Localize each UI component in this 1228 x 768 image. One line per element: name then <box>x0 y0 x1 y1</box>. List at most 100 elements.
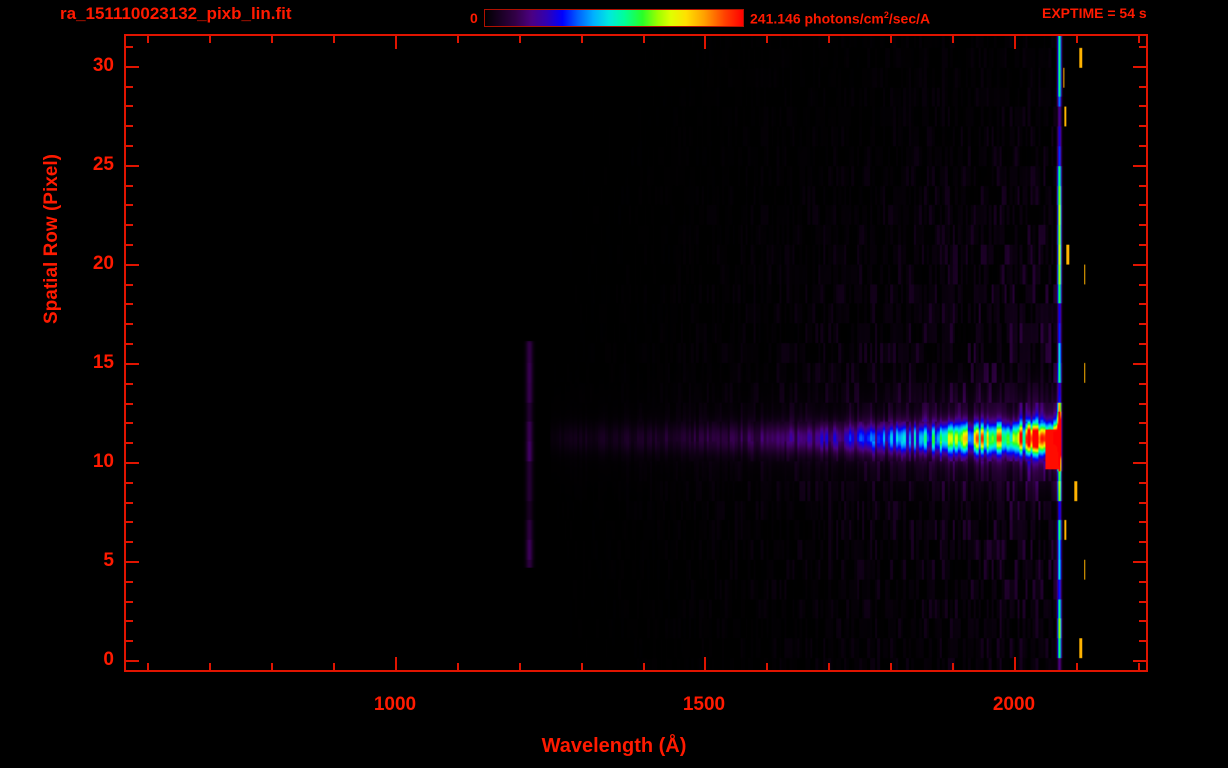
y-tick-minor-right <box>1139 46 1148 48</box>
x-tick-minor <box>952 663 954 672</box>
y-tick-label: 20 <box>92 253 114 274</box>
colorbar-units-suffix: /sec/A <box>888 10 931 27</box>
y-tick-minor <box>124 541 133 543</box>
y-tick-label: 30 <box>92 55 114 76</box>
y-tick-minor-right <box>1139 541 1148 543</box>
y-tick-minor-right <box>1139 383 1148 385</box>
y-tick-minor <box>124 640 133 642</box>
x-tick-major <box>395 657 397 672</box>
y-tick-major <box>124 165 139 167</box>
colorbar-gradient <box>484 9 744 27</box>
y-tick-minor <box>124 323 133 325</box>
y-tick-minor-right <box>1139 482 1148 484</box>
y-tick-minor <box>124 46 133 48</box>
y-tick-minor-right <box>1139 204 1148 206</box>
x-tick-minor <box>581 663 583 672</box>
y-tick-minor <box>124 502 133 504</box>
y-tick-minor-right <box>1139 422 1148 424</box>
x-tick-minor-top <box>1138 34 1140 43</box>
x-tick-minor-top <box>519 34 521 43</box>
x-tick-minor-top <box>643 34 645 43</box>
y-tick-major-right <box>1133 462 1148 464</box>
colorbar-min-label: 0 <box>470 10 478 26</box>
y-tick-minor-right <box>1139 521 1148 523</box>
y-tick-minor-right <box>1139 442 1148 444</box>
y-tick-label: 5 <box>103 550 114 571</box>
y-tick-minor-right <box>1139 105 1148 107</box>
x-tick-major-top <box>395 34 397 49</box>
y-tick-minor <box>124 581 133 583</box>
x-tick-minor <box>1138 663 1140 672</box>
x-tick-minor-top <box>1076 34 1078 43</box>
x-tick-minor-top <box>890 34 892 43</box>
x-tick-minor-top <box>828 34 830 43</box>
y-tick-minor <box>124 244 133 246</box>
x-tick-minor <box>519 663 521 672</box>
y-tick-label: 0 <box>103 649 114 670</box>
x-tick-minor <box>271 663 273 672</box>
y-tick-minor <box>124 145 133 147</box>
y-tick-minor <box>124 422 133 424</box>
y-tick-minor <box>124 284 133 286</box>
y-tick-minor-right <box>1139 284 1148 286</box>
x-tick-minor-top <box>147 34 149 43</box>
colorbar-units-prefix: photons/cm <box>800 10 884 27</box>
y-tick-major <box>124 264 139 266</box>
y-tick-minor <box>124 105 133 107</box>
y-tick-minor <box>124 86 133 88</box>
y-tick-label: 25 <box>92 154 114 175</box>
y-tick-minor-right <box>1139 323 1148 325</box>
y-tick-label: 15 <box>92 352 114 373</box>
y-tick-minor <box>124 620 133 622</box>
x-tick-minor-top <box>952 34 954 43</box>
x-tick-minor-top <box>766 34 768 43</box>
spectrogram-image <box>126 36 1146 670</box>
y-tick-minor <box>124 521 133 523</box>
y-tick-major-right <box>1133 165 1148 167</box>
x-tick-minor <box>333 663 335 672</box>
x-tick-minor <box>209 663 211 672</box>
y-tick-minor-right <box>1139 581 1148 583</box>
y-axis-title: Spatial Row (Pixel) <box>41 154 62 324</box>
x-tick-minor-top <box>581 34 583 43</box>
y-tick-minor-right <box>1139 86 1148 88</box>
y-tick-minor-right <box>1139 224 1148 226</box>
y-tick-minor-right <box>1139 244 1148 246</box>
y-tick-minor <box>124 224 133 226</box>
x-tick-major-top <box>1014 34 1016 49</box>
exptime-annotation: EXPTIME = 54 s <box>1042 5 1147 21</box>
x-tick-minor <box>1076 663 1078 672</box>
y-tick-minor-right <box>1139 403 1148 405</box>
x-tick-minor-top <box>271 34 273 43</box>
y-tick-major <box>124 66 139 68</box>
x-tick-minor <box>147 663 149 672</box>
y-tick-minor-right <box>1139 620 1148 622</box>
y-tick-minor <box>124 442 133 444</box>
x-tick-major-top <box>704 34 706 49</box>
x-tick-minor <box>890 663 892 672</box>
x-tick-minor-top <box>209 34 211 43</box>
y-tick-minor <box>124 204 133 206</box>
y-tick-minor <box>124 185 133 187</box>
y-tick-major <box>124 462 139 464</box>
x-tick-minor <box>457 663 459 672</box>
x-tick-minor-top <box>333 34 335 43</box>
x-tick-minor <box>828 663 830 672</box>
y-tick-minor <box>124 303 133 305</box>
y-tick-minor-right <box>1139 145 1148 147</box>
y-tick-minor <box>124 125 133 127</box>
x-tick-label: 1500 <box>682 694 726 715</box>
y-tick-major <box>124 660 139 662</box>
y-tick-minor-right <box>1139 502 1148 504</box>
page-title: ra_151110023132_pixb_lin.fit <box>60 4 292 23</box>
y-tick-minor-right <box>1139 303 1148 305</box>
x-tick-minor <box>643 663 645 672</box>
y-tick-major <box>124 561 139 563</box>
y-tick-minor-right <box>1139 343 1148 345</box>
colorbar-units-exponent: 2 <box>883 10 889 20</box>
y-tick-minor-right <box>1139 601 1148 603</box>
x-tick-major <box>704 657 706 672</box>
plot-frame <box>124 34 1148 672</box>
x-tick-label: 1000 <box>373 694 417 715</box>
